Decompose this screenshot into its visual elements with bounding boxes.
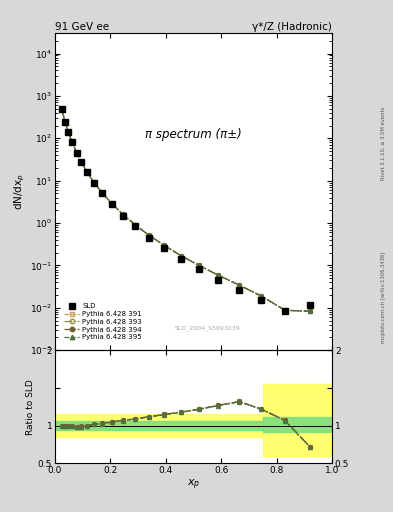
Text: 91 GeV ee: 91 GeV ee — [55, 22, 109, 32]
Y-axis label: dN/dx$_p$: dN/dx$_p$ — [13, 173, 27, 210]
Text: SLD_2004_S5693039: SLD_2004_S5693039 — [174, 326, 240, 331]
X-axis label: $x_p$: $x_p$ — [187, 478, 200, 493]
Text: Rivet 3.1.10, ≥ 3.5M events: Rivet 3.1.10, ≥ 3.5M events — [381, 106, 386, 180]
Legend: SLD, Pythia 6.428 391, Pythia 6.428 393, Pythia 6.428 394, Pythia 6.428 395: SLD, Pythia 6.428 391, Pythia 6.428 393,… — [64, 304, 142, 340]
Text: γ*/Z (Hadronic): γ*/Z (Hadronic) — [252, 22, 332, 32]
Text: π spectrum (π±): π spectrum (π±) — [145, 128, 242, 141]
Text: mcplots.cern.ch [arXiv:1306.3436]: mcplots.cern.ch [arXiv:1306.3436] — [381, 251, 386, 343]
Y-axis label: Ratio to SLD: Ratio to SLD — [26, 379, 35, 435]
